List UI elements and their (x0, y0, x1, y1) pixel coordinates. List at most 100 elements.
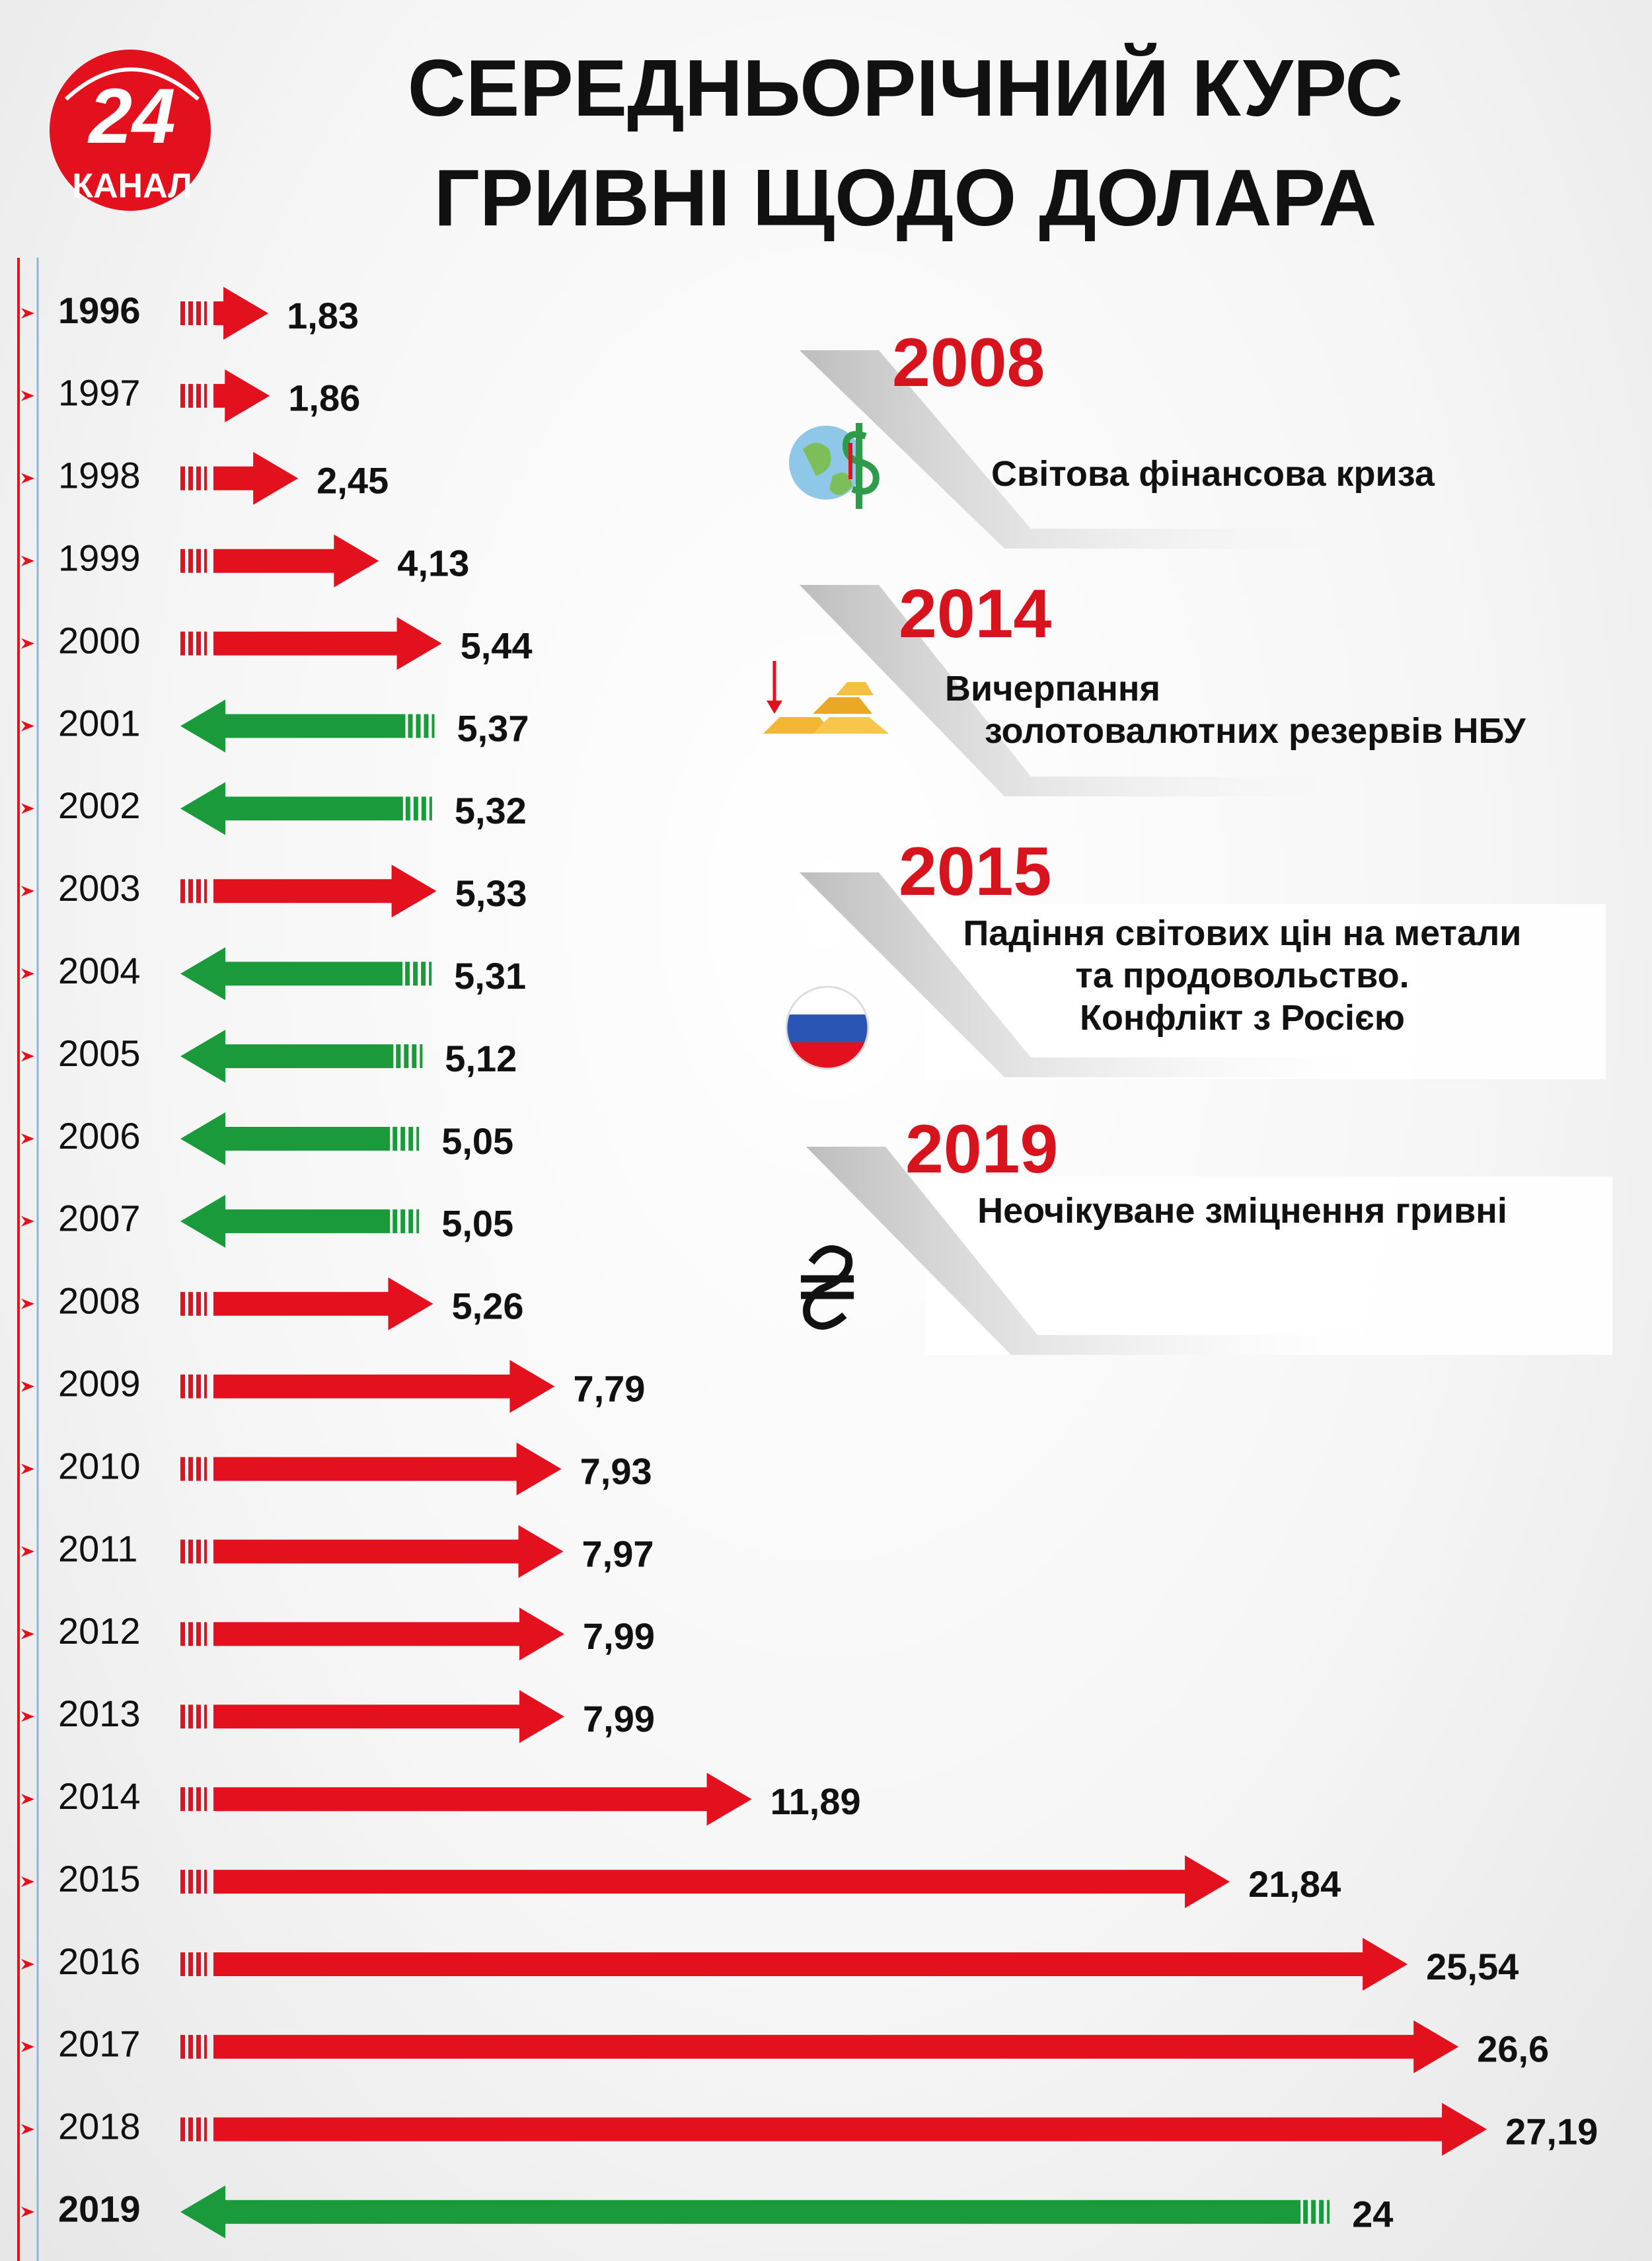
arrow-stripe (1303, 2200, 1308, 2224)
arrow-stripe (180, 1374, 185, 1399)
arrow-stripe (1327, 2200, 1330, 2224)
arrow-stripe (196, 1705, 201, 1729)
arrow-bar (213, 1607, 564, 1661)
y-tick-label: 1996 (58, 289, 141, 331)
arrow-bar (213, 1773, 752, 1826)
arrow-stripe (180, 301, 185, 325)
panel-shadow (800, 350, 1355, 549)
arrow-bar (213, 864, 437, 918)
arrow-stripe (204, 631, 207, 656)
annotation-text: Неочікуване зміцнення гривні (977, 1191, 1507, 1231)
globe-land (803, 443, 852, 495)
arrow-bar (213, 1938, 1408, 1991)
tick-arrow (21, 473, 34, 484)
arrow-stripe (204, 1291, 207, 1316)
arrow-stripe (188, 466, 193, 490)
tick-arrow (21, 1298, 34, 1309)
arrow-stripe (416, 1209, 420, 1233)
arrow-stripe (429, 962, 432, 986)
tick-arrow (21, 390, 34, 401)
dollar-icon (842, 423, 880, 509)
arrow-stripe (180, 1291, 185, 1316)
tick-arrow (21, 803, 34, 814)
value-label: 5,05 (441, 1203, 513, 1245)
panel (925, 904, 1606, 1079)
value-label: 27,19 (1505, 2111, 1598, 2153)
logo-arc (64, 67, 200, 101)
arrow-bar (180, 947, 403, 1001)
y-tick-label: 2019 (58, 2188, 141, 2229)
y-tick-label: 2012 (58, 1610, 141, 1652)
arrow-bar (180, 1030, 394, 1083)
arrow-stripe (408, 714, 413, 738)
arrow-stripe (188, 1705, 193, 1729)
value-label: 7,97 (582, 1533, 654, 1574)
arrow-bar (213, 451, 299, 505)
gold-bar (813, 717, 889, 734)
arrow-bar (213, 369, 270, 422)
arrow-stripe (188, 549, 193, 573)
arrow-stripe (204, 879, 207, 903)
arrow-stripe (204, 549, 207, 573)
arrow-stripe (196, 1457, 201, 1481)
arrow-stripe (196, 383, 201, 408)
annotation-text: Вичерпання золотовалютних резервів НБУ (945, 669, 1526, 751)
arrow-stripe (405, 962, 410, 986)
arrow-stripe (204, 1952, 207, 1976)
logo-circle (50, 50, 211, 211)
arrow-stripe (416, 714, 421, 738)
arrow-stripe (196, 1870, 201, 1894)
tick-arrow (21, 2041, 34, 2052)
arrow-stripe (204, 2117, 207, 2141)
value-label: 24 (1352, 2193, 1393, 2235)
arrow-stripe (180, 2117, 185, 2141)
arrow-stripe (196, 549, 201, 573)
arrow-stripe (393, 1209, 398, 1233)
value-label: 7,99 (583, 1698, 655, 1740)
arrow-stripe (188, 1374, 193, 1399)
logo-channel: КАНАЛ (72, 167, 192, 206)
gold-bar (763, 717, 833, 734)
arrow-bar (213, 1442, 562, 1496)
arrow-stripe (204, 1374, 207, 1399)
y-tick-label: 2000 (58, 619, 141, 661)
arrow-stripe (188, 1539, 193, 1564)
y-tick-label: 2017 (58, 2023, 141, 2065)
y-tick-label: 2007 (58, 1198, 141, 1239)
arrow-stripe (180, 1787, 185, 1812)
arrow-bar (180, 782, 403, 835)
arrow-bar (213, 287, 269, 340)
tick-arrow (21, 638, 34, 649)
arrow-stripe (413, 962, 418, 986)
arrow-stripe (180, 2034, 185, 2059)
arrow-bar (213, 2102, 1487, 2156)
value-label: 26,6 (1477, 2028, 1549, 2070)
logo-number: 24 (87, 73, 175, 160)
annotation-text: Світова фінансова криза (991, 454, 1435, 494)
arrow-bar (213, 1855, 1230, 1909)
arrow-stripe (420, 1044, 423, 1069)
tick-arrow (21, 1959, 34, 1970)
arrow-stripe (188, 2117, 193, 2141)
arrow-stripe (416, 1127, 420, 1151)
y-tick-label: 2004 (58, 950, 141, 991)
arrow-stripe (432, 714, 435, 738)
annotation-year: 2014 (899, 576, 1052, 652)
arrow-bar (213, 2020, 1459, 2073)
value-label: 5,26 (451, 1285, 523, 1327)
tick-arrow (21, 1546, 34, 1557)
arrow-stripe (196, 879, 201, 903)
y-tick-label: 2002 (58, 785, 141, 826)
arrow-stripe (204, 1622, 207, 1646)
arrow-stripe (204, 383, 207, 408)
chart-title: СЕРЕДНЬОРІЧНИЙ КУРС ГРИВНІ ЩОДО ДОЛАРА (407, 43, 1404, 243)
arrow-bar (213, 534, 379, 588)
y-tick-label: 2008 (58, 1280, 141, 1322)
arrow-stripe (180, 1705, 185, 1729)
arrow-stripe (196, 2034, 201, 2059)
gold-bar (836, 682, 874, 695)
flag-ring (785, 985, 870, 1070)
arrow-bar (213, 1277, 433, 1330)
arrow-bar (213, 617, 442, 670)
arrow-stripe (180, 466, 185, 490)
